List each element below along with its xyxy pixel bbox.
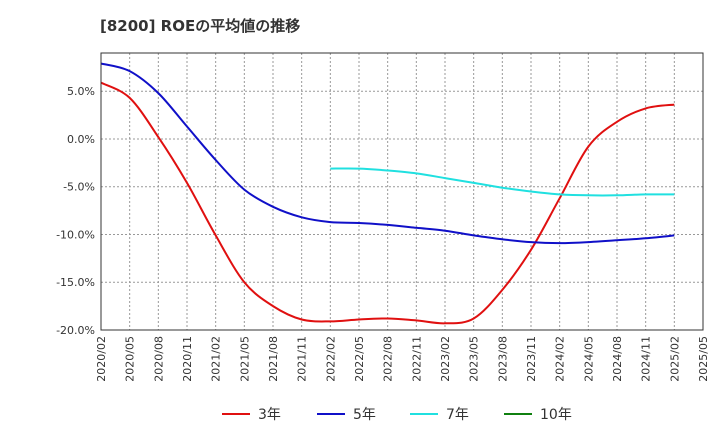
x-tick-label: 2020/11	[181, 336, 194, 382]
x-tick-label: 2021/11	[296, 336, 309, 382]
x-tick-label: 2025/05	[697, 336, 710, 382]
x-tick-label: 2023/05	[468, 336, 481, 382]
x-tick-label: 2023/02	[439, 336, 452, 382]
x-tick-label: 2023/11	[525, 336, 538, 382]
y-tick-label: 0.0%	[67, 133, 95, 146]
x-tick-label: 2024/05	[582, 336, 595, 382]
legend-label-4: 10年	[540, 407, 572, 423]
legend-label-1: 3年	[258, 407, 281, 423]
series-line-1	[100, 81, 675, 325]
x-tick-label: 2024/02	[554, 336, 567, 382]
x-tick-label: 2025/02	[668, 336, 681, 382]
x-tick-label: 2020/05	[124, 336, 137, 382]
x-tick-label: 2022/05	[353, 336, 366, 382]
x-tick-label: 2022/02	[324, 336, 337, 382]
plot-frame	[100, 52, 704, 331]
series-line-2	[100, 62, 675, 245]
series-line-3	[330, 167, 675, 197]
x-tick-label: 2024/08	[611, 336, 624, 382]
legend-label-3: 7年	[446, 407, 469, 423]
x-tick-label: 2023/08	[496, 336, 509, 382]
x-tick-label: 2024/11	[640, 336, 653, 382]
x-tick-label: 2021/02	[210, 336, 223, 382]
y-tick-label: -10.0%	[56, 228, 95, 241]
y-tick-label: 5.0%	[67, 85, 95, 98]
y-axis: 5.0% 0.0% -5.0% -10.0% -15.0% -20.0%	[56, 85, 95, 337]
x-tick-label: 2022/08	[382, 336, 395, 382]
legend-label-2: 5年	[353, 407, 376, 423]
x-tick-label: 2020/02	[95, 336, 108, 382]
legend: 3年 5年 7年 10年	[222, 407, 572, 423]
y-tick-label: -20.0%	[56, 324, 95, 337]
x-tick-label: 2020/08	[152, 336, 165, 382]
y-tick-label: -5.0%	[63, 181, 95, 194]
x-axis: 2020/02 2020/05 2020/08 2020/11 2021/02 2021/…	[95, 336, 710, 382]
chart-title: [8200] ROEの平均値の推移	[100, 17, 300, 35]
x-tick-label: 2021/05	[238, 336, 251, 382]
y-tick-label: -15.0%	[56, 276, 95, 289]
plot-area	[101, 53, 703, 330]
x-tick-label: 2021/08	[267, 336, 280, 382]
series-lines	[100, 62, 675, 325]
x-tick-label: 2022/11	[410, 336, 423, 382]
